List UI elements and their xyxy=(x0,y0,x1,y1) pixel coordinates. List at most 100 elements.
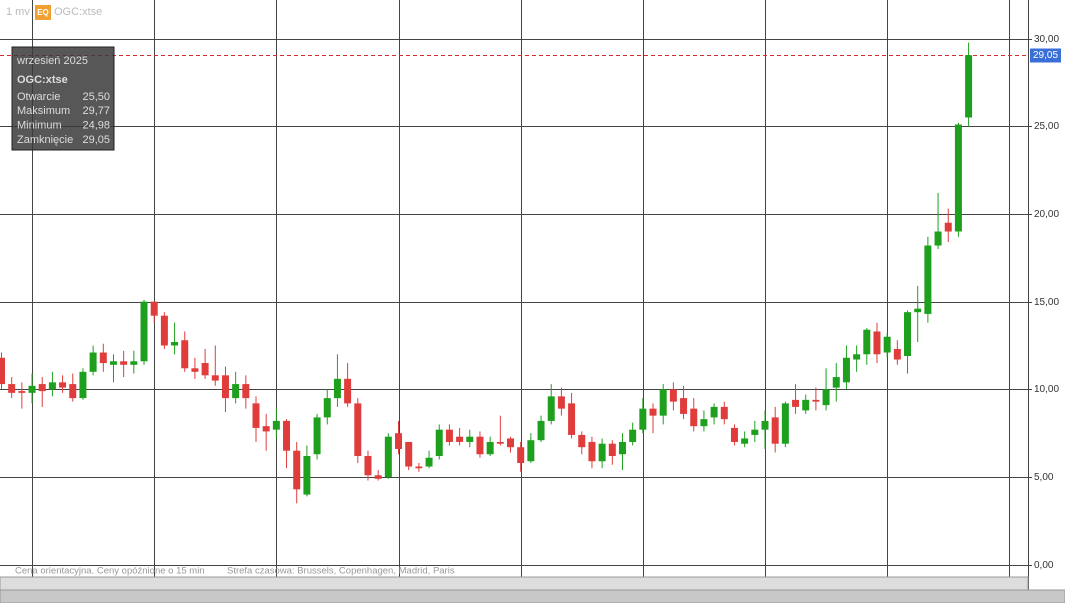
candle-body xyxy=(384,436,392,478)
badge: EQ xyxy=(37,8,49,17)
candle-body xyxy=(79,371,87,399)
y-tick-label: 30,00 xyxy=(1034,34,1059,45)
candle-body xyxy=(822,389,830,406)
badge-bg xyxy=(35,5,51,20)
candle-body xyxy=(863,329,871,355)
footer-note: Cena orientacyjna. Ceny opóźnione o 15 m… xyxy=(15,566,205,577)
candle-body xyxy=(262,426,270,432)
candle-body xyxy=(201,363,209,376)
candle-body xyxy=(221,375,229,399)
candle-body xyxy=(537,420,545,441)
candle-body xyxy=(272,420,280,430)
candle-body xyxy=(181,340,189,369)
candle-body xyxy=(109,361,117,365)
candle-body xyxy=(140,301,148,362)
candle-body xyxy=(466,436,474,442)
candle-body xyxy=(649,408,657,416)
candle-body xyxy=(781,403,789,444)
candle-body xyxy=(364,455,372,476)
footer-timezone: Strefa czasowa: Brussels, Copenhagen, Ma… xyxy=(227,566,455,577)
candle-body xyxy=(242,384,250,399)
candle-body xyxy=(853,354,861,360)
candle-body xyxy=(150,301,158,316)
candle-body xyxy=(568,403,576,435)
candle-body xyxy=(771,417,779,444)
tooltip-label: Otwarcie xyxy=(17,91,60,103)
candle-body xyxy=(802,399,810,411)
candle-body xyxy=(934,231,942,246)
candle-body xyxy=(445,429,453,442)
candle-body xyxy=(476,436,484,455)
candle-body xyxy=(690,408,698,427)
last-price-label: 29,05 xyxy=(1033,50,1058,61)
candle-body xyxy=(59,382,67,388)
candle-body xyxy=(48,382,56,390)
candle-body xyxy=(28,385,36,393)
tooltip-value: 25,50 xyxy=(82,91,110,103)
candle-body xyxy=(883,336,891,353)
candle-body xyxy=(588,441,596,462)
tooltip-value: 24,98 xyxy=(82,120,110,132)
candle-body xyxy=(893,349,901,360)
candle-body xyxy=(171,341,179,346)
candle-body xyxy=(730,427,738,442)
candle-body xyxy=(965,55,973,118)
candle-body xyxy=(344,378,352,404)
tooltip-bg xyxy=(11,46,115,151)
candle-body xyxy=(374,475,382,479)
candle-body xyxy=(904,312,912,357)
scrollbar xyxy=(0,589,1065,603)
candle-body xyxy=(842,357,850,383)
candle-body xyxy=(507,438,514,448)
candle-body xyxy=(496,441,504,444)
candle-body xyxy=(252,403,260,428)
candle-body xyxy=(18,391,26,393)
candle-body xyxy=(598,443,606,462)
tooltip-label: Maksimum xyxy=(17,105,70,117)
tooltip-date: wrzesień 2025 xyxy=(16,55,88,67)
candle-body xyxy=(944,222,952,232)
candle-body xyxy=(160,315,168,346)
candle-body xyxy=(415,466,423,469)
candle-body xyxy=(89,352,97,372)
candle-body xyxy=(333,378,341,399)
candle-body xyxy=(38,384,46,392)
symbol: OGC:xtse xyxy=(54,6,102,18)
candle-body xyxy=(812,399,820,402)
candle-body xyxy=(608,443,616,456)
candle-body xyxy=(954,124,962,232)
y-tick-label: 10,00 xyxy=(1034,384,1059,395)
candle-body xyxy=(99,352,107,364)
interval: 1 mv xyxy=(6,6,30,18)
candle-body xyxy=(527,440,535,462)
candle-body xyxy=(425,457,433,467)
plot-area: 20172018201920202021202220232024202520 xyxy=(0,0,1028,590)
candle-body xyxy=(354,403,362,456)
candle-body xyxy=(547,396,555,421)
y-tick-label: 20,00 xyxy=(1034,209,1059,220)
y-tick-label: 0,00 xyxy=(1034,560,1054,571)
candle-body xyxy=(191,368,199,372)
candle-body xyxy=(232,384,240,399)
candle-body xyxy=(629,429,637,442)
tooltip: wrzesień 2025 OGC:xtse Otwarcie 25,50 Maks… xyxy=(11,46,115,151)
candle-body xyxy=(120,361,128,365)
candle-body xyxy=(741,438,749,444)
tooltip-value: 29,77 xyxy=(82,105,110,117)
tooltip-label: Minimum xyxy=(17,120,62,132)
candle-body xyxy=(557,396,565,409)
y-tick-label: 5,00 xyxy=(1034,472,1054,483)
candle-body xyxy=(211,375,219,381)
candle-body xyxy=(832,377,840,388)
candle-body xyxy=(751,429,759,435)
tooltip-label: Zamknięcie xyxy=(17,134,73,146)
candle-body xyxy=(659,389,667,416)
candle-body xyxy=(0,357,5,385)
y-tick-label: 25,00 xyxy=(1034,121,1059,132)
candle-body xyxy=(914,308,922,313)
y-tick-label: 15,00 xyxy=(1034,297,1059,308)
candle-body xyxy=(395,433,403,449)
candle-body xyxy=(69,384,77,399)
